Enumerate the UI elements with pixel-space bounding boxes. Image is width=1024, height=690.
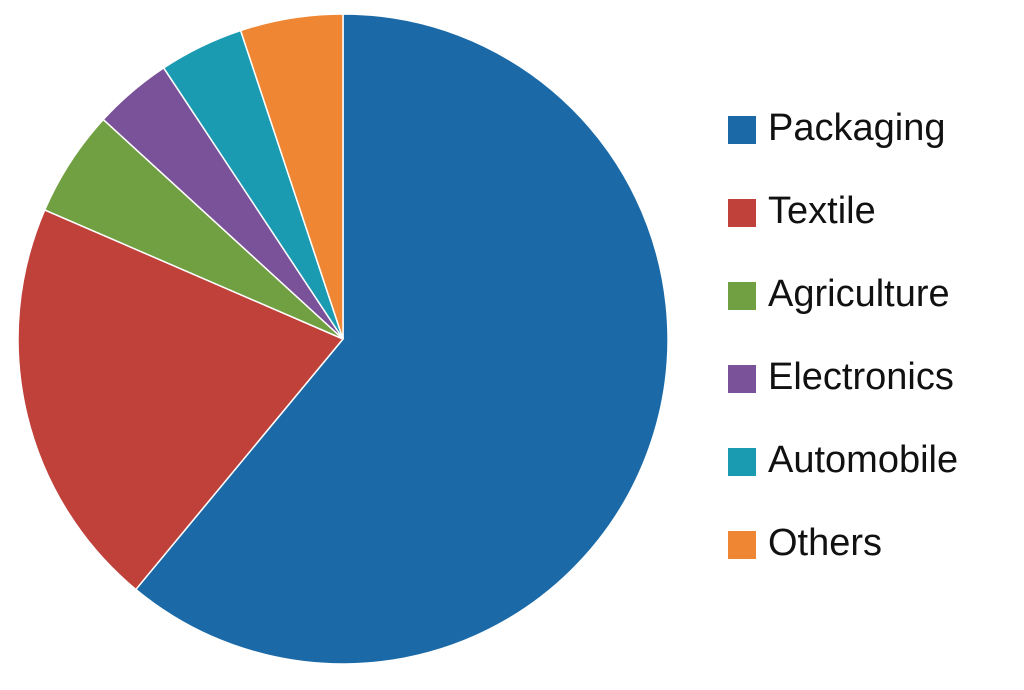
legend-label: Electronics xyxy=(768,356,954,398)
legend-label: Packaging xyxy=(768,107,945,149)
pie-slice xyxy=(17,208,345,591)
pie-slice xyxy=(239,13,344,340)
legend-swatch xyxy=(728,116,756,144)
legend-swatch xyxy=(728,365,756,393)
legend-label: Automobile xyxy=(768,439,958,481)
legend-swatch xyxy=(728,199,756,227)
legend-swatch xyxy=(728,448,756,476)
legend-label: Textile xyxy=(768,190,876,232)
legend-label: Others xyxy=(768,522,882,564)
legend-swatch xyxy=(728,531,756,559)
legend-label: Agriculture xyxy=(768,273,950,315)
pie-slice xyxy=(134,13,669,665)
legend-swatch xyxy=(728,282,756,310)
